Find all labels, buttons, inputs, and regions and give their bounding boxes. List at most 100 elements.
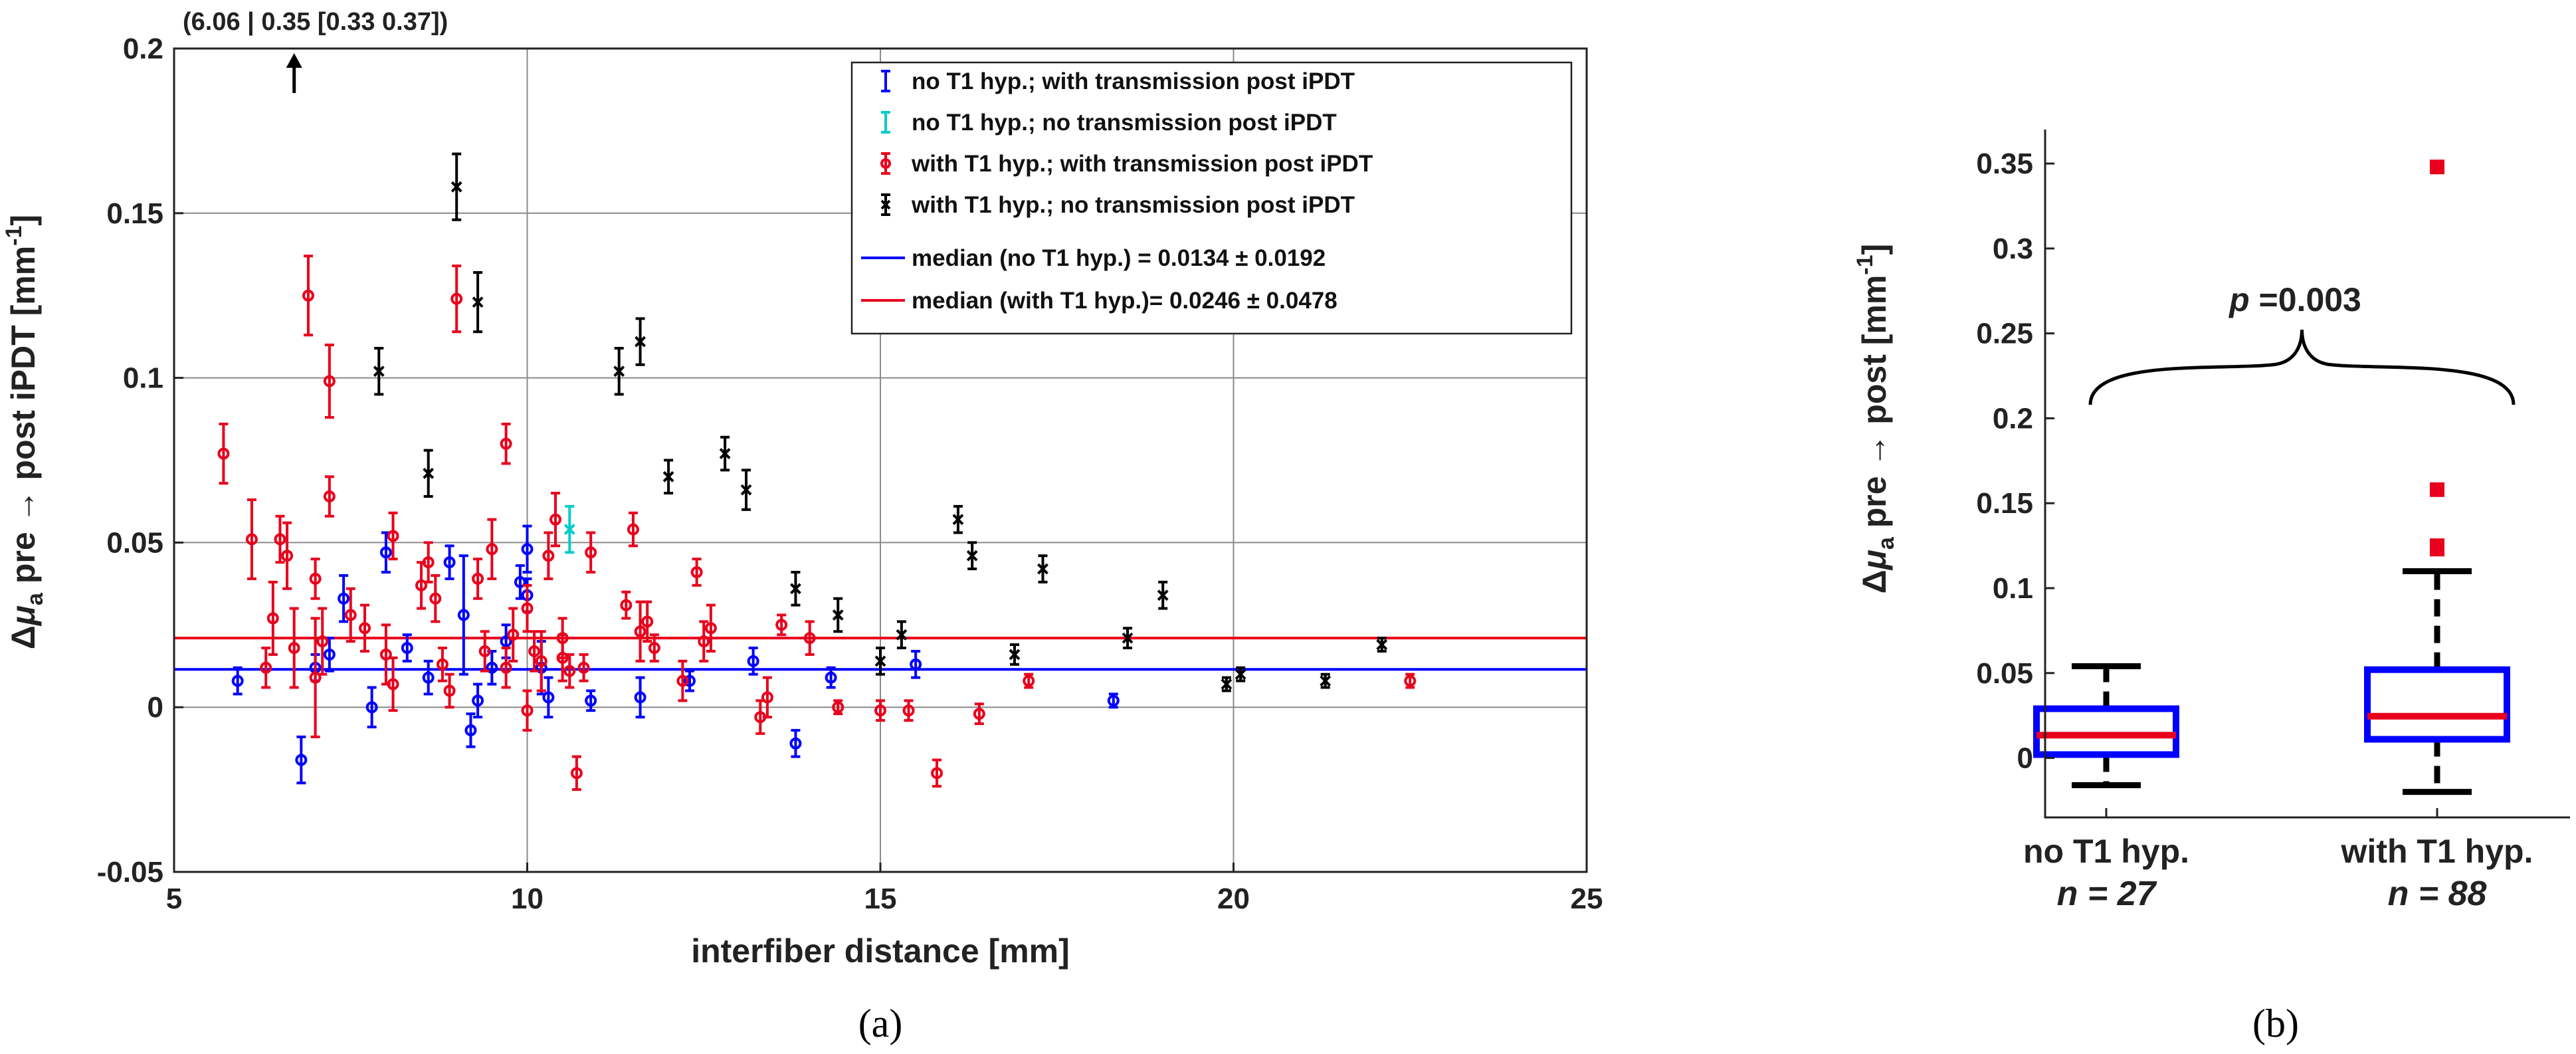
data-point	[387, 511, 399, 561]
data-point	[260, 646, 272, 689]
panel-a-tick-labels: 5 10 15 20 25 -0.05 0 0.05 0.1 0.15 0.2	[97, 33, 1603, 915]
data-point	[740, 469, 752, 511]
panel-a-scatter-chart: 5 10 15 20 25 -0.05 0 0.05 0.1 0.15 0.2 (6.06 | 0.…	[1, 8, 1603, 1045]
data-point	[775, 613, 788, 637]
data-point	[1023, 673, 1035, 689]
y-tick-label: 0.05	[106, 526, 163, 559]
data-point	[309, 558, 322, 600]
data-point	[373, 346, 385, 396]
data-point	[747, 646, 759, 676]
data-point	[344, 587, 357, 643]
panel-a-data-points	[217, 152, 1417, 791]
data-point	[295, 735, 308, 785]
data-point	[472, 271, 484, 334]
data-point	[761, 676, 773, 719]
legend-label: no T1 hyp.; no transmission post iPDT	[912, 110, 1337, 136]
curly-brace	[2088, 330, 2516, 405]
data-point	[690, 558, 703, 587]
data-point	[316, 607, 329, 676]
data-point	[1235, 666, 1246, 683]
data-point	[323, 344, 336, 419]
y-tick-label: 0.35	[1976, 148, 2033, 180]
y-tick-label: 0.05	[1976, 657, 2033, 690]
data-point	[478, 630, 491, 673]
data-point	[472, 683, 484, 719]
series-1	[563, 504, 575, 554]
data-point	[966, 541, 978, 571]
iqr-box	[2364, 666, 2510, 743]
data-point	[500, 422, 512, 465]
series-0	[231, 524, 1120, 785]
data-point	[507, 607, 520, 663]
y-tick-label: 0.1	[123, 362, 163, 395]
data-point	[415, 561, 428, 610]
data-point	[719, 435, 731, 472]
y-tick-label: 0.2	[1993, 402, 2033, 435]
legend-marker-red-errorbar	[880, 152, 891, 175]
data-point	[359, 603, 371, 653]
data-point	[931, 758, 943, 788]
panel-b-tick-labels: 0 0.05 0.1 0.15 0.2 0.25 0.3 0.35	[1976, 148, 2438, 817]
data-point	[500, 646, 512, 689]
panel-b-caption: (b)	[2252, 1001, 2299, 1045]
y-axis-label-b: Δμa pre → post [mm-1]	[1852, 244, 1899, 593]
legend-marker-blue-errorbar	[881, 70, 890, 92]
data-point	[556, 633, 569, 683]
data-point	[1376, 637, 1388, 653]
data-point	[789, 728, 802, 758]
category-label-no-t1: no T1 hyp.	[2023, 833, 2189, 870]
data-point	[401, 633, 413, 663]
series-2	[217, 255, 1417, 791]
data-point	[1107, 692, 1120, 709]
data-point	[648, 633, 660, 663]
data-point	[472, 558, 484, 600]
data-point	[535, 630, 547, 692]
outlier-point	[2430, 542, 2444, 557]
data-point	[542, 531, 555, 580]
data-point	[952, 504, 964, 534]
data-point	[323, 475, 336, 518]
y-axis-label: Δμa pre → post iPDT [mm-1]	[1, 215, 48, 649]
data-point	[662, 459, 674, 495]
data-point	[896, 620, 908, 649]
outlier-arrow-icon	[286, 53, 302, 93]
data-point	[387, 656, 399, 712]
legend-item-no-t1-no-transmission: no T1 hyp.; no transmission post iPDT	[881, 110, 1337, 136]
data-point	[521, 524, 534, 574]
data-point	[486, 649, 498, 686]
outlier-point	[2430, 159, 2444, 175]
data-point	[281, 521, 294, 590]
outlier-point	[2430, 482, 2444, 497]
data-point	[266, 580, 279, 656]
data-point	[973, 702, 985, 725]
data-point	[832, 597, 844, 633]
data-point	[832, 699, 844, 716]
data-point	[1037, 554, 1048, 583]
data-point	[443, 673, 456, 709]
data-point	[338, 574, 350, 623]
data-point	[542, 676, 555, 719]
data-point	[874, 699, 886, 722]
legend-label: with T1 hyp.; with transmission post iPD…	[911, 151, 1373, 177]
data-point	[704, 603, 717, 653]
data-point	[1320, 673, 1332, 689]
data-point	[245, 498, 258, 580]
data-point	[288, 607, 300, 689]
y-tick-label: 0.25	[1976, 318, 2033, 350]
y-tick-label: 0	[148, 691, 163, 724]
p-value-label: p =0.003	[2228, 281, 2361, 318]
data-point	[422, 541, 435, 583]
box-1	[2364, 568, 2510, 795]
data-point	[365, 686, 378, 728]
y-tick-label: 0.3	[1993, 233, 2033, 265]
data-point	[570, 755, 583, 791]
data-point	[627, 511, 639, 548]
legend-item-median-no-t1: median (no T1 hyp.) = 0.0134 ± 0.0192	[861, 245, 1326, 271]
data-point	[790, 571, 801, 607]
legend-item-with-t1-no-transmission: with T1 hyp.; no transmission post iPDT	[880, 192, 1355, 218]
data-point	[825, 666, 837, 689]
data-point	[902, 699, 915, 722]
data-point	[634, 676, 646, 719]
data-point	[217, 422, 230, 485]
data-point	[585, 689, 597, 712]
